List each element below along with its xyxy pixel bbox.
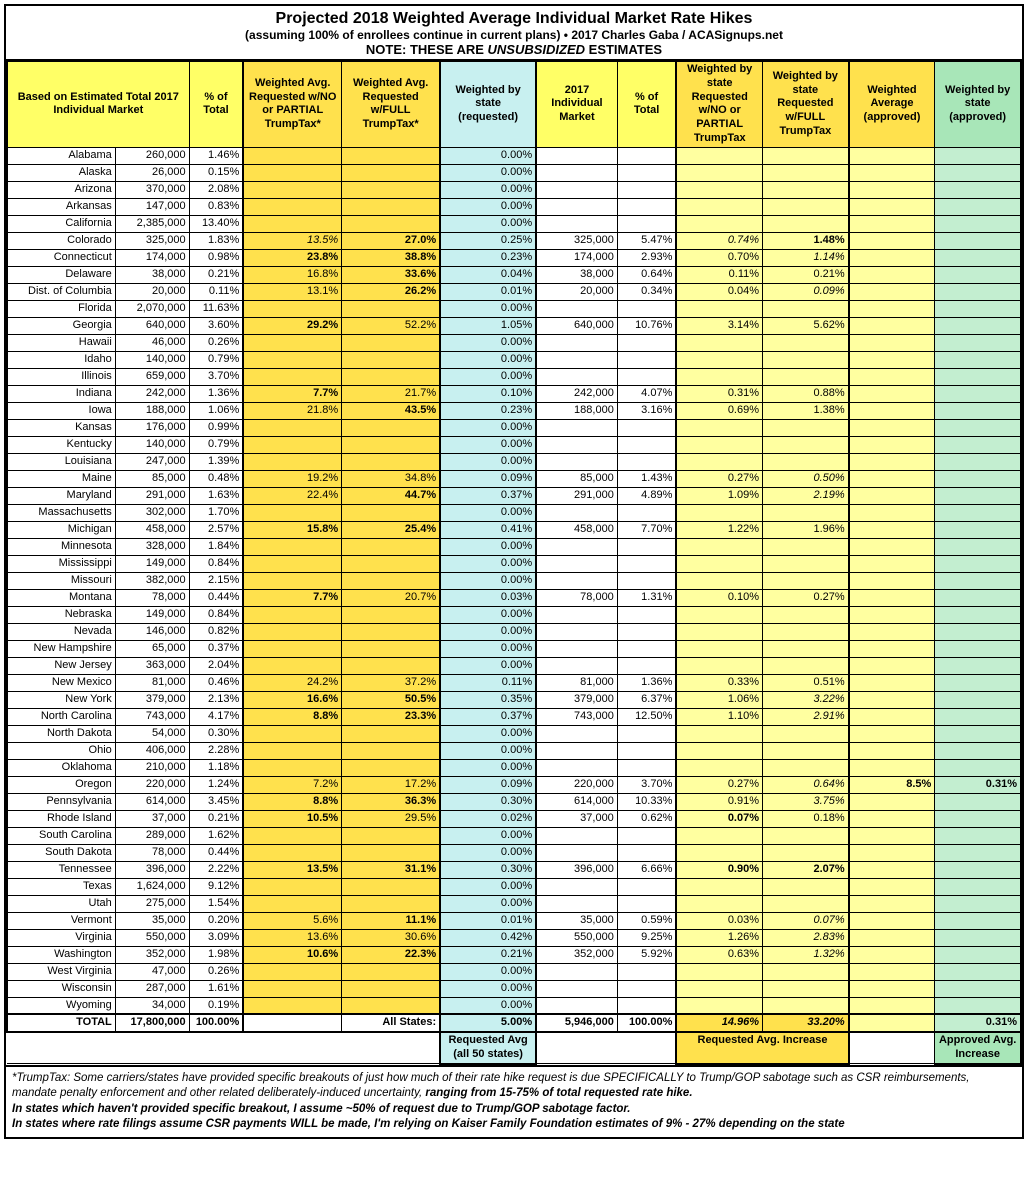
- table-row: Mississippi149,0000.84%0.00%: [7, 555, 1021, 572]
- table-row: North Dakota54,0000.30%0.00%: [7, 725, 1021, 742]
- rate-table: Based on Estimated Total 2017 Individual…: [6, 61, 1022, 1065]
- table-row: Wisconsin287,0001.61%0.00%: [7, 980, 1021, 997]
- hdr-pct: % of Total: [189, 62, 243, 148]
- table-row: Nebraska149,0000.84%0.00%: [7, 606, 1021, 623]
- table-row: Wyoming34,0000.19%0.00%: [7, 997, 1021, 1014]
- summary-row: Requested Avg(all 50 states)Requested Av…: [7, 1032, 1021, 1064]
- table-row: North Carolina743,0004.17%8.8%23.3%0.37%…: [7, 708, 1021, 725]
- report-header: Projected 2018 Weighted Average Individu…: [6, 6, 1022, 61]
- table-row: New Mexico81,0000.46%24.2%37.2%0.11%81,0…: [7, 674, 1021, 691]
- table-row: Idaho140,0000.79%0.00%: [7, 351, 1021, 368]
- table-row: Florida2,070,00011.63%0.00%: [7, 300, 1021, 317]
- hdr-w11: Weighted by state (approved): [935, 62, 1021, 148]
- table-row: Vermont35,0000.20%5.6%11.1%0.01%35,0000.…: [7, 912, 1021, 929]
- table-row: Rhode Island37,0000.21%10.5%29.5%0.02%37…: [7, 810, 1021, 827]
- table-row: Massachusetts302,0001.70%0.00%: [7, 504, 1021, 521]
- table-row: Nevada146,0000.82%0.00%: [7, 623, 1021, 640]
- table-row: Georgia640,0003.60%29.2%52.2%1.05%640,00…: [7, 317, 1021, 334]
- table-row: Iowa188,0001.06%21.8%43.5%0.23%188,0003.…: [7, 402, 1021, 419]
- table-row: Maryland291,0001.63%22.4%44.7%0.37%291,0…: [7, 487, 1021, 504]
- hdr-w8: Weighted by state Requested w/NO or PART…: [676, 62, 762, 148]
- table-row: Virginia550,0003.09%13.6%30.6%0.42%550,0…: [7, 929, 1021, 946]
- table-row: Alabama260,0001.46%0.00%: [7, 147, 1021, 164]
- hdr-w10: Weighted Average (approved): [849, 62, 935, 148]
- table-row: Alaska26,0000.15%0.00%: [7, 164, 1021, 181]
- table-row: Dist. of Columbia20,0000.11%13.1%26.2%0.…: [7, 283, 1021, 300]
- table-row: Washington352,0001.98%10.6%22.3%0.21%352…: [7, 946, 1021, 963]
- report-container: Projected 2018 Weighted Average Individu…: [4, 4, 1024, 1139]
- hdr-w9: Weighted by state Requested w/FULL Trump…: [763, 62, 849, 148]
- title-3c: ESTIMATES: [585, 42, 662, 57]
- footnote: *TrumpTax: Some carriers/states have pro…: [6, 1065, 1022, 1137]
- table-row: West Virginia47,0000.26%0.00%: [7, 963, 1021, 980]
- hdr-pct2: % of Total: [617, 62, 676, 148]
- title-line-2: (assuming 100% of enrollees continue in …: [6, 28, 1022, 42]
- title-line-3: NOTE: THESE ARE UNSUBSIDIZED ESTIMATES: [6, 42, 1022, 57]
- table-row: Louisiana247,0001.39%0.00%: [7, 453, 1021, 470]
- table-row: Arkansas147,0000.83%0.00%: [7, 198, 1021, 215]
- table-row: New York379,0002.13%16.6%50.5%0.35%379,0…: [7, 691, 1021, 708]
- total-row: TOTAL17,800,000100.00%All States:5.00%5,…: [7, 1014, 1021, 1032]
- table-row: Indiana242,0001.36%7.7%21.7%0.10%242,000…: [7, 385, 1021, 402]
- table-row: Ohio406,0002.28%0.00%: [7, 742, 1021, 759]
- foot-3: In states where rate filings assume CSR …: [12, 1118, 845, 1130]
- hdr-weighted-req: Weighted by state (requested): [440, 62, 536, 148]
- table-row: Colorado325,0001.83%13.5%27.0%0.25%325,0…: [7, 232, 1021, 249]
- table-row: Tennessee396,0002.22%13.5%31.1%0.30%396,…: [7, 861, 1021, 878]
- hdr-no-partial: Weighted Avg. Requested w/NO or PARTIAL …: [243, 62, 341, 148]
- table-row: Oregon220,0001.24%7.2%17.2%0.09%220,0003…: [7, 776, 1021, 793]
- table-row: New Hampshire65,0000.37%0.00%: [7, 640, 1021, 657]
- foot-2: In states which haven't provided specifi…: [12, 1103, 630, 1115]
- table-row: Oklahoma210,0001.18%0.00%: [7, 759, 1021, 776]
- table-row: Kansas176,0000.99%0.00%: [7, 419, 1021, 436]
- foot-1b: ranging from 15-75% of total requested r…: [425, 1087, 692, 1099]
- table-row: California2,385,00013.40%0.00%: [7, 215, 1021, 232]
- table-row: Utah275,0001.54%0.00%: [7, 895, 1021, 912]
- table-row: Pennsylvania614,0003.45%8.8%36.3%0.30%61…: [7, 793, 1021, 810]
- table-row: Texas1,624,0009.12%0.00%: [7, 878, 1021, 895]
- title-3b: UNSUBSIDIZED: [488, 42, 586, 57]
- table-row: South Dakota78,0000.44%0.00%: [7, 844, 1021, 861]
- table-row: Maine85,0000.48%19.2%34.8%0.09%85,0001.4…: [7, 470, 1021, 487]
- table-row: Missouri382,0002.15%0.00%: [7, 572, 1021, 589]
- table-row: South Carolina289,0001.62%0.00%: [7, 827, 1021, 844]
- table-row: Connecticut174,0000.98%23.8%38.8%0.23%17…: [7, 249, 1021, 266]
- table-row: Montana78,0000.44%7.7%20.7%0.03%78,0001.…: [7, 589, 1021, 606]
- hdr-2017-market: 2017 Individual Market: [536, 62, 617, 148]
- title-3a: NOTE: THESE ARE: [366, 42, 488, 57]
- hdr-market: Based on Estimated Total 2017 Individual…: [7, 62, 189, 148]
- table-row: Illinois659,0003.70%0.00%: [7, 368, 1021, 385]
- table-row: Delaware38,0000.21%16.8%33.6%0.04%38,000…: [7, 266, 1021, 283]
- table-row: New Jersey363,0002.04%0.00%: [7, 657, 1021, 674]
- table-row: Kentucky140,0000.79%0.00%: [7, 436, 1021, 453]
- hdr-full: Weighted Avg. Requested w/FULL TrumpTax*: [342, 62, 440, 148]
- table-row: Minnesota328,0001.84%0.00%: [7, 538, 1021, 555]
- table-row: Michigan458,0002.57%15.8%25.4%0.41%458,0…: [7, 521, 1021, 538]
- title-line-1: Projected 2018 Weighted Average Individu…: [6, 10, 1022, 28]
- table-row: Arizona370,0002.08%0.00%: [7, 181, 1021, 198]
- table-row: Hawaii46,0000.26%0.00%: [7, 334, 1021, 351]
